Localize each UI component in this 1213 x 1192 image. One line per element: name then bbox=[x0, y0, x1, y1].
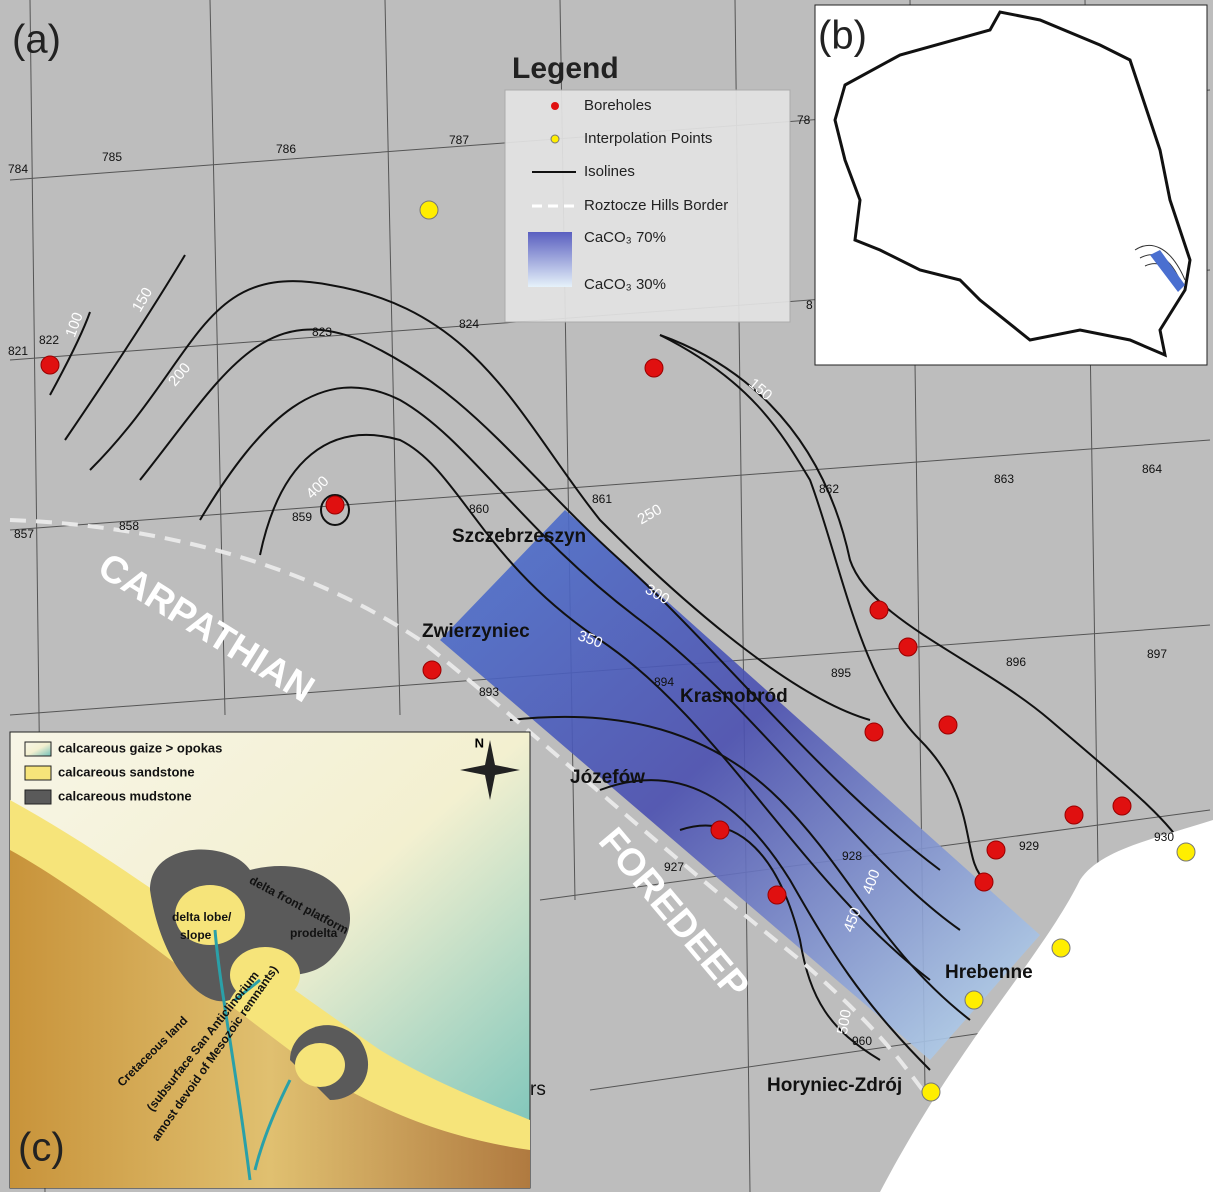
cretaceous-land bbox=[10, 850, 530, 1188]
legend-caco3-ramp bbox=[528, 232, 572, 287]
sheet-number: 960 bbox=[852, 1034, 872, 1048]
north-arrow bbox=[460, 740, 520, 800]
sheet-number: 894 bbox=[654, 675, 674, 689]
sheet-number: 787 bbox=[449, 133, 469, 147]
isoline-label: 500 bbox=[834, 1008, 855, 1036]
poland-outline bbox=[833, 10, 1192, 358]
town-label: Szczebrzeszyn bbox=[452, 526, 586, 547]
sheet-number: 786 bbox=[276, 142, 296, 156]
legend-point-symbol bbox=[550, 134, 560, 144]
roztocze-border bbox=[9, 518, 932, 1102]
caco3-interpolation bbox=[440, 510, 1040, 1060]
legend-borehole-symbol bbox=[551, 102, 559, 110]
sheet-number: 78 bbox=[797, 113, 811, 127]
north-label: N bbox=[475, 735, 484, 750]
sheet-number: 863 bbox=[994, 472, 1014, 486]
sheet-number: 896 bbox=[1006, 655, 1026, 669]
town-label: Hrebenne bbox=[945, 962, 1033, 983]
sheet-number: 859 bbox=[292, 510, 312, 524]
cleg-gaize bbox=[24, 741, 52, 757]
delta-channels bbox=[213, 929, 292, 1181]
legend-item: CaCO₃ 30% bbox=[584, 276, 666, 293]
sheet-number: 929 bbox=[1019, 839, 1039, 853]
sheet-number: 857 bbox=[14, 527, 34, 541]
inset-legend-item: calcareous sandstone bbox=[58, 764, 195, 779]
inset-legend-item: calcareous gaize > opokas bbox=[58, 740, 222, 755]
town-label: Zwierzyniec bbox=[422, 621, 530, 642]
fragment-label: rs bbox=[530, 1079, 546, 1100]
sheet-number: 897 bbox=[1147, 647, 1167, 661]
sheet-number: 930 bbox=[1154, 830, 1174, 844]
legend-item: Interpolation Points bbox=[584, 130, 712, 147]
delta-lobe bbox=[175, 885, 245, 945]
panel-label: (b) bbox=[818, 14, 867, 58]
sheet-number: 822 bbox=[39, 333, 59, 347]
ukraine-area bbox=[880, 820, 1213, 1192]
panel-label: (a) bbox=[12, 18, 61, 62]
inset-study-area bbox=[1150, 250, 1185, 292]
legend-item: CaCO₃ 70% bbox=[584, 229, 666, 246]
legend-item: Isolines bbox=[584, 163, 635, 180]
isolines bbox=[49, 254, 1186, 1071]
cleg-sandstone bbox=[24, 765, 52, 781]
sheet-number: 895 bbox=[831, 666, 851, 680]
delta-lobe-3 bbox=[295, 1043, 345, 1087]
inset-b bbox=[814, 4, 1208, 366]
sheet-number: 858 bbox=[119, 519, 139, 533]
inset-label: slope bbox=[180, 928, 212, 942]
sheet-number: 824 bbox=[459, 317, 479, 331]
panel-label: (c) bbox=[18, 1126, 65, 1170]
inset-label: prodelta bbox=[290, 926, 338, 940]
sheet-number: 785 bbox=[102, 150, 122, 164]
inset-legend-item: calcareous mudstone bbox=[58, 788, 192, 803]
sheet-number: 8 bbox=[806, 298, 813, 312]
sheet-number: 821 bbox=[8, 344, 28, 358]
boreholes bbox=[40, 355, 1132, 905]
town-label: Józefów bbox=[570, 767, 645, 788]
sheet-number: 860 bbox=[469, 502, 489, 516]
sheet-number: 862 bbox=[819, 482, 839, 496]
sheet-number: 893 bbox=[479, 685, 499, 699]
inset-label: delta lobe/ bbox=[172, 910, 232, 924]
sheet-number: 927 bbox=[664, 860, 684, 874]
town-label: Horyniec-Zdrój bbox=[767, 1075, 902, 1096]
sheet-number: 864 bbox=[1142, 462, 1162, 476]
legend-item: Roztocze Hills Border bbox=[584, 197, 728, 214]
sheet-number: 784 bbox=[8, 162, 28, 176]
legend-item: Boreholes bbox=[584, 97, 652, 114]
town-label: Krasnobród bbox=[680, 686, 788, 707]
legend-title: Legend bbox=[512, 52, 619, 85]
sheet-number: 928 bbox=[842, 849, 862, 863]
sheet-number: 823 bbox=[312, 325, 332, 339]
sheet-number: 861 bbox=[592, 492, 612, 506]
interpolation-points bbox=[419, 200, 1196, 1102]
cleg-mudstone bbox=[24, 789, 52, 805]
